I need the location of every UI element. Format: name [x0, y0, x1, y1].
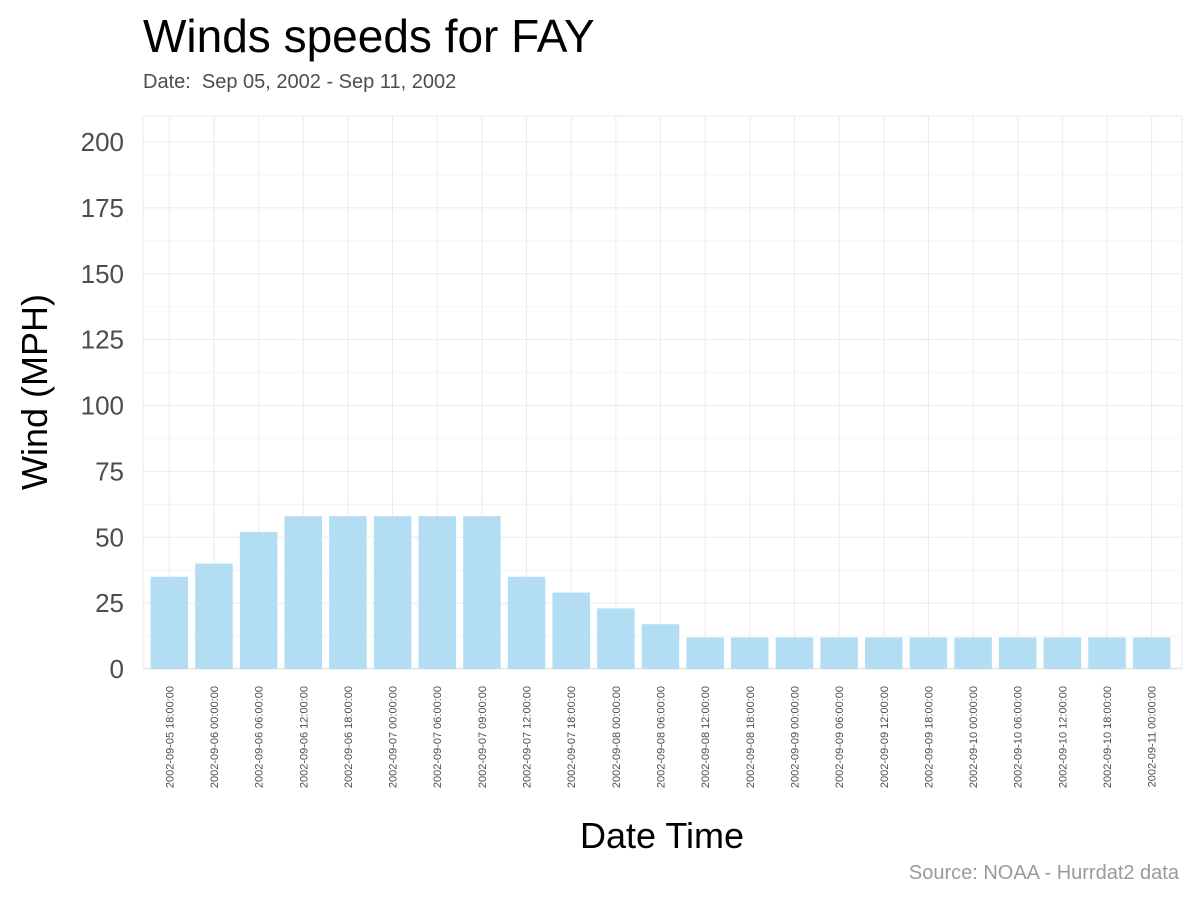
y-tick-label: 125 — [81, 325, 124, 355]
y-tick-label: 175 — [81, 193, 124, 223]
x-tick-label: 2002-09-08 00:00:00 — [611, 686, 623, 788]
bar — [552, 592, 590, 669]
x-tick-label: 2002-09-10 00:00:00 — [968, 686, 980, 788]
x-tick-label: 2002-09-06 00:00:00 — [209, 686, 221, 788]
bar — [998, 637, 1037, 669]
bar — [1043, 637, 1082, 669]
x-tick-label: 2002-09-09 12:00:00 — [879, 686, 891, 788]
bar — [731, 637, 769, 669]
y-tick-label: 25 — [95, 588, 124, 618]
x-axis-ticks: 2002-09-05 18:00:00 2002-09-06 00:00:00 20… — [164, 686, 1158, 788]
bar — [284, 516, 323, 669]
x-tick-label: 2002-09-06 06:00:00 — [254, 686, 266, 788]
bar — [507, 576, 546, 669]
x-tick-label: 2002-09-11 00:00:00 — [1147, 686, 1159, 787]
y-axis-title: Wind (MPH) — [14, 294, 55, 490]
x-tick-label: 2002-09-08 18:00:00 — [745, 686, 757, 788]
x-tick-label: 2002-09-07 09:00:00 — [477, 686, 489, 788]
chart-title: Winds speeds for FAY — [143, 10, 595, 62]
x-tick-label: 2002-09-06 18:00:00 — [343, 686, 355, 788]
x-tick-label: 2002-09-07 00:00:00 — [388, 686, 400, 788]
x-tick-label: 2002-09-09 18:00:00 — [923, 686, 935, 788]
bar — [597, 608, 635, 669]
bar — [641, 624, 680, 669]
x-tick-label: 2002-09-07 18:00:00 — [566, 686, 578, 788]
x-tick-label: 2002-09-10 18:00:00 — [1102, 686, 1114, 788]
bar — [1132, 637, 1171, 669]
y-tick-label: 200 — [81, 127, 124, 157]
bar — [775, 637, 814, 669]
x-tick-label: 2002-09-09 06:00:00 — [834, 686, 846, 788]
y-tick-label: 100 — [81, 391, 124, 421]
bar — [463, 516, 501, 669]
x-tick-label: 2002-09-07 12:00:00 — [522, 686, 534, 788]
x-axis-title: Date Time — [580, 815, 744, 856]
bar — [686, 637, 724, 669]
bar — [820, 637, 858, 669]
x-tick-label: 2002-09-09 00:00:00 — [789, 686, 801, 788]
x-tick-label: 2002-09-06 12:00:00 — [298, 686, 310, 788]
bar — [239, 531, 278, 669]
bar — [909, 637, 948, 669]
bar — [373, 516, 412, 669]
y-tick-label: 0 — [110, 654, 124, 684]
x-tick-label: 2002-09-08 06:00:00 — [656, 686, 668, 788]
y-tick-label: 50 — [95, 522, 124, 552]
x-tick-label: 2002-09-07 06:00:00 — [432, 686, 444, 788]
bar — [195, 563, 233, 669]
bar — [954, 637, 992, 669]
y-tick-label: 75 — [95, 456, 124, 486]
bar — [418, 516, 456, 669]
bar — [150, 576, 189, 669]
x-tick-label: 2002-09-10 12:00:00 — [1057, 686, 1069, 788]
x-tick-label: 2002-09-05 18:00:00 — [164, 686, 176, 788]
y-axis-ticks: 0 25 50 75 100 125 150 175 200 — [81, 127, 124, 684]
chart-subtitle: Date: Sep 05, 2002 - Sep 11, 2002 — [143, 71, 457, 93]
grid-lines — [143, 116, 1182, 670]
bar — [1088, 637, 1126, 669]
bars — [150, 516, 1171, 669]
y-tick-label: 150 — [81, 259, 124, 289]
x-tick-label: 2002-09-10 06:00:00 — [1013, 686, 1025, 788]
bar — [865, 637, 903, 669]
chart-caption: Source: NOAA - Hurrdat2 data — [908, 862, 1179, 884]
bar — [329, 516, 367, 669]
x-tick-label: 2002-09-08 12:00:00 — [700, 686, 712, 788]
